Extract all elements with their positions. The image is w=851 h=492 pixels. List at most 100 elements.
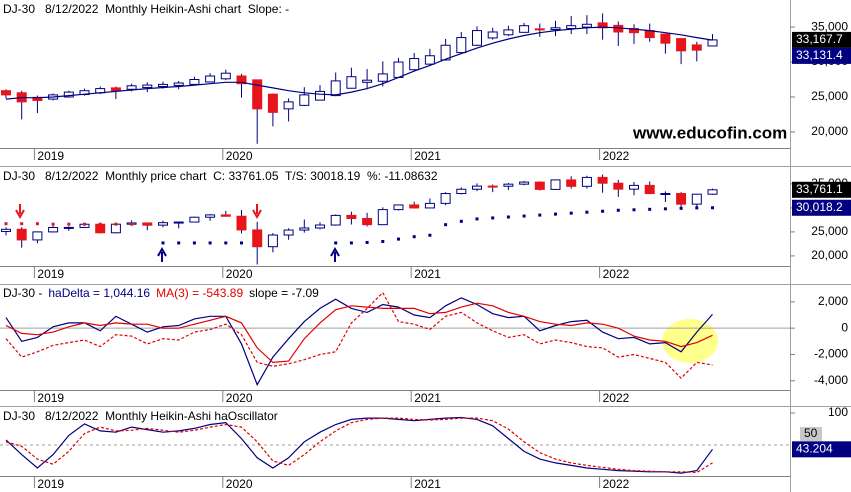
stop-dot (428, 233, 432, 237)
candle-body (629, 184, 639, 190)
candle-body (142, 84, 153, 89)
candle-body (534, 181, 545, 190)
legend-entry: MA(3) = -543.89 (156, 286, 243, 300)
stop-dot (145, 222, 149, 226)
candle-body (346, 76, 357, 89)
x-tick-label: 2022 (603, 391, 630, 405)
x-tick-label: 2020 (226, 391, 253, 405)
candle-body (63, 91, 74, 98)
candle-body (503, 29, 514, 36)
stop-dot (224, 241, 228, 245)
candle-body (189, 79, 200, 85)
candle-body (377, 209, 388, 226)
candle-body (519, 181, 530, 185)
y-tick-label: -4,000 (814, 373, 848, 387)
x-tick-label: 2020 (226, 477, 253, 491)
last-value-label: 33,167.7 (796, 32, 843, 46)
x-tick-label: 2020 (226, 267, 253, 281)
candle-body (393, 204, 404, 211)
candle-body (644, 30, 655, 39)
candle-body (1, 228, 11, 232)
stop-dot (192, 241, 196, 245)
candle-body (660, 193, 671, 196)
x-tick-label: 2019 (37, 477, 64, 491)
stop-dot (114, 222, 118, 226)
stop-dot (538, 213, 542, 217)
stop-dot (240, 241, 243, 245)
watermark: www.educofin.com (632, 123, 787, 142)
stop-dot (522, 214, 526, 218)
candle-body (330, 214, 341, 226)
candle-body (503, 183, 514, 187)
candle-body (424, 202, 435, 209)
candle-body (299, 227, 310, 231)
candle-body (173, 82, 184, 86)
candle-body (267, 93, 278, 113)
stop-dot (20, 222, 24, 226)
signal-arrows (15, 204, 340, 262)
candle-body (315, 224, 325, 229)
stop-dot (98, 222, 102, 226)
y-tick-label: 0 (841, 320, 848, 334)
candle-body (409, 58, 420, 71)
candle-body (110, 87, 121, 92)
stop-dot (83, 222, 86, 226)
candle-body (377, 73, 388, 82)
stop-dot (4, 222, 8, 226)
candle-body (299, 94, 310, 106)
y-tick-label: 25,000 (811, 89, 848, 103)
last-value-box (792, 199, 851, 216)
candle-body (519, 25, 530, 33)
x-tick-label: 2021 (414, 477, 441, 491)
candle-body (220, 214, 231, 217)
last-value-label: 33,761.1 (796, 182, 843, 196)
x-tick-label: 2021 (414, 149, 441, 163)
stop-dot (632, 208, 636, 212)
x-tick-label: 2019 (37, 149, 64, 163)
reference-label: 50 (804, 426, 818, 440)
candle-body (315, 90, 325, 101)
last-value-box (792, 47, 851, 64)
candle-body (267, 234, 278, 248)
last-value-box (792, 441, 851, 458)
series-line (5, 26, 713, 100)
stop-dot (601, 209, 605, 213)
stop-dot (381, 239, 385, 243)
candle-body (581, 176, 592, 187)
candle-body (126, 85, 137, 90)
panel-title: DJ-30 8/12/2022 Monthly Heikin-Ashi char… (3, 2, 289, 16)
stop-dot (349, 241, 353, 245)
stop-dot (459, 219, 463, 223)
x-tick-label: 2021 (414, 267, 441, 281)
panel-header: DJ-30 8/12/2022 Monthly Heikin-Ashi haOs… (3, 409, 278, 423)
stop-dot (130, 222, 134, 226)
panel-header: DJ-30 8/12/2022 Monthly price chart C: 3… (3, 169, 438, 183)
last-value-label: 33,131.4 (796, 48, 843, 62)
candle-body (362, 79, 373, 83)
candle-body (236, 215, 247, 231)
candle-body (158, 83, 168, 87)
x-tick-label: 2020 (226, 149, 253, 163)
candle-body (205, 75, 216, 83)
candle-body (707, 39, 718, 47)
candle-body (691, 193, 702, 205)
buy-arrow (330, 246, 340, 262)
series-line (5, 416, 713, 474)
stop-dot (585, 210, 589, 214)
buy-arrow (157, 246, 167, 262)
last-value-label: 43.204 (796, 442, 833, 456)
candle-body (456, 37, 467, 54)
series-line (5, 417, 713, 474)
y-tick-label: -2,000 (814, 347, 848, 361)
stop-dot (365, 240, 369, 244)
candle-body (676, 193, 687, 205)
stop-dot (616, 208, 620, 212)
candle-body (173, 221, 184, 224)
candle-body (629, 27, 639, 34)
stop-dot (711, 206, 714, 210)
last-value-box (792, 181, 851, 198)
candle-body (660, 33, 671, 44)
candle-body (472, 30, 482, 46)
stop-dot (177, 241, 181, 245)
candle-body (676, 38, 687, 52)
